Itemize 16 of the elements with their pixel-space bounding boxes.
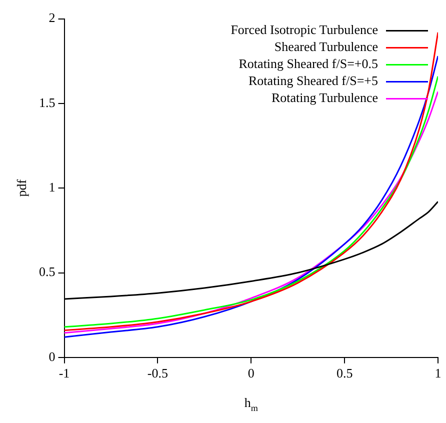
legend-label: Forced Isotropic Turbulence <box>230 22 378 38</box>
x-tick-label: 0.5 <box>336 366 353 381</box>
x-tick-label: -1 <box>58 366 70 381</box>
y-axis-title: pdf <box>14 178 29 197</box>
x-tick-label: -0.5 <box>147 366 168 381</box>
legend-label: Sheared Turbulence <box>274 39 378 54</box>
x-tick-label: 0 <box>248 366 254 381</box>
y-tick-label: 1 <box>48 180 56 195</box>
legend-label: Rotating Sheared f/S=+0.5 <box>238 56 378 72</box>
y-tick-label: 1.5 <box>39 94 56 110</box>
legend-label: Rotating Turbulence <box>271 90 378 106</box>
legend-label: Rotating Sheared f/S=+5 <box>248 73 378 88</box>
x-tick-label: 1 <box>434 366 442 381</box>
y-tick-label: 2 <box>48 10 56 26</box>
y-tick-label: 0 <box>48 348 56 364</box>
y-tick-label: 0.5 <box>39 264 56 280</box>
